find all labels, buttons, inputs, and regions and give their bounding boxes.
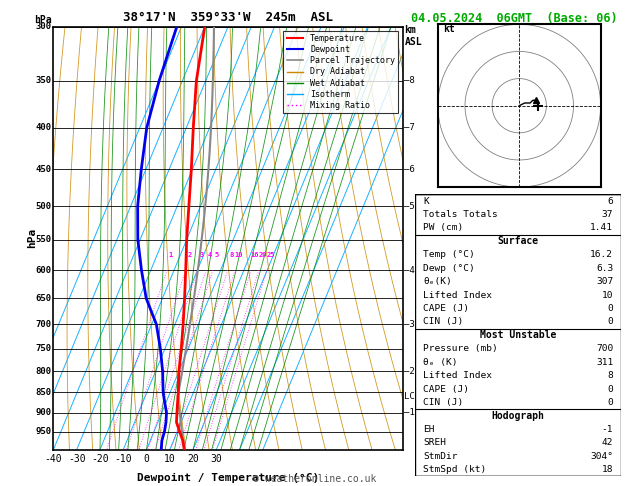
Text: 37: 37 — [602, 210, 613, 219]
Text: 5: 5 — [214, 252, 219, 258]
Text: 400: 400 — [36, 123, 52, 132]
Text: –6: –6 — [404, 165, 415, 174]
Text: 650: 650 — [36, 294, 52, 303]
Text: 0: 0 — [608, 304, 613, 313]
Text: 10: 10 — [164, 454, 175, 464]
Text: 8: 8 — [230, 252, 234, 258]
Text: 20: 20 — [187, 454, 199, 464]
Text: Dewp (°C): Dewp (°C) — [423, 264, 475, 273]
Text: 700: 700 — [596, 344, 613, 353]
Text: –5: –5 — [404, 202, 415, 210]
Text: Dewpoint / Temperature (°C): Dewpoint / Temperature (°C) — [137, 473, 319, 483]
Text: -10: -10 — [114, 454, 132, 464]
Text: CAPE (J): CAPE (J) — [423, 384, 469, 394]
Text: 304°: 304° — [590, 451, 613, 461]
Text: 6: 6 — [608, 197, 613, 206]
Text: CAPE (J): CAPE (J) — [423, 304, 469, 313]
Text: 500: 500 — [36, 202, 52, 210]
Text: EH: EH — [423, 425, 435, 434]
Text: 10: 10 — [235, 252, 243, 258]
Text: 16: 16 — [250, 252, 259, 258]
Text: Pressure (mb): Pressure (mb) — [423, 344, 498, 353]
Text: km
ASL: km ASL — [404, 25, 422, 47]
Text: 42: 42 — [602, 438, 613, 447]
Text: SREH: SREH — [423, 438, 447, 447]
Text: Temp (°C): Temp (°C) — [423, 250, 475, 260]
Text: –2: –2 — [404, 366, 415, 376]
Text: –3: –3 — [404, 320, 415, 329]
Text: 8: 8 — [608, 371, 613, 380]
Text: –4: –4 — [404, 266, 415, 275]
Text: CIN (J): CIN (J) — [423, 398, 464, 407]
Text: 0: 0 — [608, 317, 613, 327]
Text: 2: 2 — [187, 252, 192, 258]
FancyBboxPatch shape — [415, 194, 621, 476]
Text: Lifted Index: Lifted Index — [423, 371, 493, 380]
Text: 307: 307 — [596, 277, 613, 286]
Text: 600: 600 — [36, 266, 52, 275]
Text: 30: 30 — [211, 454, 222, 464]
Text: 700: 700 — [36, 320, 52, 329]
Text: PW (cm): PW (cm) — [423, 224, 464, 232]
Text: Lifted Index: Lifted Index — [423, 291, 493, 299]
Text: 950: 950 — [36, 427, 52, 436]
Text: 1.41: 1.41 — [590, 224, 613, 232]
Text: -20: -20 — [91, 454, 109, 464]
Text: 16.2: 16.2 — [590, 250, 613, 260]
Text: -30: -30 — [68, 454, 86, 464]
Text: 311: 311 — [596, 358, 613, 366]
Text: θₑ (K): θₑ (K) — [423, 358, 458, 366]
Text: -40: -40 — [45, 454, 62, 464]
Text: 10: 10 — [602, 291, 613, 299]
Text: CIN (J): CIN (J) — [423, 317, 464, 327]
Text: 1: 1 — [169, 252, 173, 258]
Text: –1: –1 — [404, 408, 415, 417]
Text: Mixing Ratio (g/kg): Mixing Ratio (g/kg) — [433, 221, 442, 323]
Text: 900: 900 — [36, 408, 52, 417]
Text: K: K — [423, 197, 429, 206]
Text: Hodograph: Hodograph — [492, 411, 545, 421]
Legend: Temperature, Dewpoint, Parcel Trajectory, Dry Adiabat, Wet Adiabat, Isotherm, Mi: Temperature, Dewpoint, Parcel Trajectory… — [284, 31, 398, 113]
Text: 850: 850 — [36, 388, 52, 397]
Text: hPa: hPa — [34, 15, 52, 25]
Text: 800: 800 — [36, 366, 52, 376]
Text: 25: 25 — [266, 252, 275, 258]
Text: LCL: LCL — [404, 392, 420, 401]
Text: –7: –7 — [404, 123, 415, 132]
Text: 0: 0 — [608, 384, 613, 394]
Text: hPa: hPa — [28, 228, 38, 248]
Text: 0: 0 — [608, 398, 613, 407]
Text: Totals Totals: Totals Totals — [423, 210, 498, 219]
Text: 450: 450 — [36, 165, 52, 174]
Text: 20: 20 — [259, 252, 267, 258]
Text: Most Unstable: Most Unstable — [480, 330, 557, 340]
Text: 0: 0 — [143, 454, 150, 464]
Text: 04.05.2024  06GMT  (Base: 06): 04.05.2024 06GMT (Base: 06) — [411, 12, 618, 25]
Text: 550: 550 — [36, 235, 52, 244]
Text: –8: –8 — [404, 76, 415, 86]
Text: -1: -1 — [602, 425, 613, 434]
Text: StmDir: StmDir — [423, 451, 458, 461]
Text: 18: 18 — [602, 465, 613, 474]
Text: kt: kt — [443, 24, 455, 35]
Text: 6.3: 6.3 — [596, 264, 613, 273]
Text: StmSpd (kt): StmSpd (kt) — [423, 465, 487, 474]
Text: 4: 4 — [208, 252, 212, 258]
Text: Surface: Surface — [498, 236, 539, 246]
Text: 3: 3 — [199, 252, 204, 258]
Text: θₑ(K): θₑ(K) — [423, 277, 452, 286]
Title: 38°17'N  359°33'W  245m  ASL: 38°17'N 359°33'W 245m ASL — [123, 11, 333, 24]
Text: 750: 750 — [36, 344, 52, 353]
Text: 350: 350 — [36, 76, 52, 86]
Text: © weatheronline.co.uk: © weatheronline.co.uk — [253, 473, 376, 484]
Text: 300: 300 — [36, 22, 52, 31]
